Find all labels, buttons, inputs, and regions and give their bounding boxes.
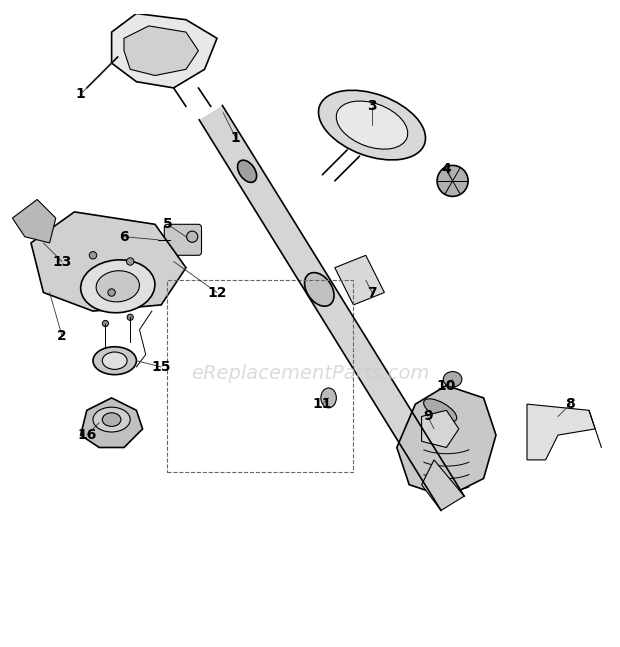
Ellipse shape — [81, 260, 155, 313]
Polygon shape — [422, 410, 459, 448]
Polygon shape — [422, 460, 464, 510]
Ellipse shape — [89, 252, 97, 259]
Ellipse shape — [127, 314, 133, 320]
Ellipse shape — [304, 272, 334, 306]
Text: 8: 8 — [565, 397, 575, 411]
Ellipse shape — [319, 91, 425, 160]
Polygon shape — [31, 212, 186, 311]
Polygon shape — [335, 256, 384, 305]
Polygon shape — [199, 105, 464, 510]
Ellipse shape — [152, 237, 158, 243]
Text: 4: 4 — [441, 162, 451, 175]
FancyBboxPatch shape — [164, 225, 202, 256]
Ellipse shape — [437, 166, 468, 197]
Ellipse shape — [108, 289, 115, 296]
Text: 1: 1 — [231, 131, 241, 144]
Ellipse shape — [93, 407, 130, 432]
Ellipse shape — [336, 101, 408, 149]
Ellipse shape — [126, 258, 134, 265]
Text: 3: 3 — [367, 100, 377, 113]
Ellipse shape — [321, 388, 336, 408]
Ellipse shape — [237, 160, 257, 182]
Text: 16: 16 — [77, 428, 97, 442]
Text: 11: 11 — [312, 397, 332, 411]
Text: 12: 12 — [207, 285, 227, 300]
Text: 1: 1 — [76, 87, 86, 101]
Text: 15: 15 — [151, 360, 171, 374]
Ellipse shape — [102, 352, 127, 369]
Ellipse shape — [187, 231, 198, 242]
Ellipse shape — [423, 399, 457, 422]
Polygon shape — [124, 26, 198, 76]
Text: 5: 5 — [162, 217, 172, 231]
Text: 2: 2 — [57, 329, 67, 343]
Text: 6: 6 — [119, 230, 129, 244]
Polygon shape — [527, 404, 595, 460]
Text: 13: 13 — [52, 254, 72, 269]
Polygon shape — [112, 14, 217, 88]
Polygon shape — [397, 386, 496, 497]
Ellipse shape — [102, 413, 121, 426]
Ellipse shape — [102, 320, 108, 327]
Polygon shape — [12, 199, 56, 243]
Ellipse shape — [96, 270, 140, 302]
Text: 9: 9 — [423, 410, 433, 424]
Ellipse shape — [93, 347, 136, 375]
Text: 10: 10 — [436, 378, 456, 393]
Text: 7: 7 — [367, 285, 377, 300]
Ellipse shape — [443, 371, 462, 387]
Text: eReplacementParts.com: eReplacementParts.com — [191, 364, 429, 382]
Polygon shape — [81, 398, 143, 448]
